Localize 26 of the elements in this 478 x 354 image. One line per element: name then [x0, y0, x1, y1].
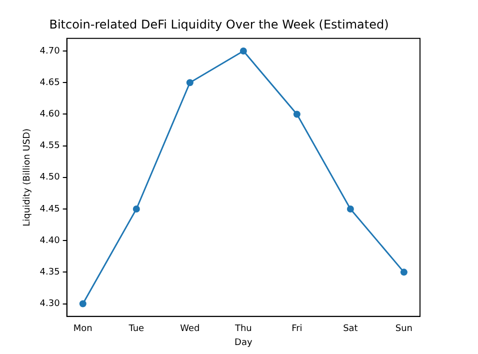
y-tick-label: 4.30 — [40, 299, 60, 310]
y-tick-label: 4.40 — [40, 236, 60, 246]
point — [79, 300, 86, 308]
x-tick-label: Mon — [73, 324, 92, 334]
point — [293, 110, 300, 118]
chart-title: Bitcoin-related DeFi Liquidity Over the Week (Estimated) — [49, 17, 389, 32]
x-tick-label: Fri — [292, 324, 302, 334]
point — [186, 79, 194, 86]
x-tick-label: Wed — [180, 324, 200, 334]
x-tick-label: Sun — [395, 324, 413, 334]
point — [240, 48, 247, 55]
point — [400, 268, 408, 276]
y-tick-label: 4.35 — [40, 268, 60, 278]
y-tick-label: 4.45 — [40, 204, 60, 214]
x-axis-title: Day — [234, 338, 253, 348]
x-tick-label: Thu — [234, 324, 252, 334]
y-tick-label: 4.70 — [40, 46, 60, 56]
y-axis-title: Liquidity (Billion USD) — [22, 128, 33, 226]
y-tick-label: 4.55 — [40, 141, 60, 152]
x-tick-label: Tue — [128, 324, 145, 334]
y-tick-label: 4.50 — [40, 172, 60, 183]
y-tick-label: 4.60 — [40, 110, 60, 120]
point — [132, 205, 140, 212]
y-tick-label: 4.65 — [40, 78, 60, 88]
x-tick-label: Sat — [343, 324, 358, 334]
point — [346, 205, 354, 212]
